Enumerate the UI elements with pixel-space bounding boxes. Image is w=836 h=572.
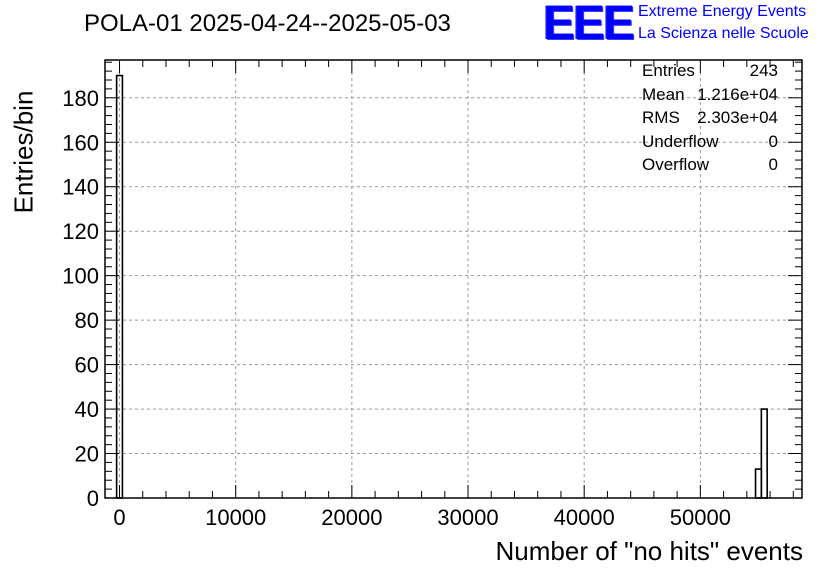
stats-row-entries: Entries 243 <box>642 59 778 83</box>
y-tick-label: 80 <box>75 308 99 333</box>
axis-ticks <box>105 60 802 499</box>
stats-row-rms: RMS 2.303e+04 <box>642 106 778 130</box>
stats-row-mean: Mean 1.216e+04 <box>642 83 778 107</box>
y-tick-label: 60 <box>75 353 99 378</box>
stats-value: 243 <box>749 61 778 80</box>
stats-value: 2.303e+04 <box>697 108 778 127</box>
y-tick-label: 120 <box>62 219 99 244</box>
y-tick-label: 0 <box>87 486 99 511</box>
y-tick-label: 160 <box>62 130 99 155</box>
stats-row-underflow: Underflow 0 <box>642 130 778 154</box>
chart-title: POLA-01 2025-04-24--2025-05-03 <box>84 10 451 37</box>
logo-line-2: La Scienza nelle Scuole <box>638 25 809 42</box>
y-axis-label: Entries/bin <box>8 90 39 214</box>
x-tick-label: 30000 <box>437 505 498 530</box>
stats-key: Overflow <box>642 155 710 174</box>
eee-logo: EEE <box>543 0 635 50</box>
stats-value: 0 <box>768 155 778 174</box>
x-tick-label: 0 <box>113 505 125 530</box>
y-tick-label: 180 <box>62 86 99 111</box>
stats-key: Entries <box>642 61 695 80</box>
logo-line-1: Extreme Energy Events <box>638 3 807 20</box>
stats-key: Underflow <box>642 131 719 151</box>
stats-key: Mean <box>642 84 685 104</box>
y-tick-label: 100 <box>62 264 99 289</box>
y-tick-label: 40 <box>75 397 99 422</box>
x-tick-label: 40000 <box>554 505 615 530</box>
stats-value: 0 <box>768 131 778 151</box>
stats-box: Entries 243 Mean 1.216e+04 RMS 2.303e+04… <box>642 59 778 177</box>
plot-frame <box>104 59 803 499</box>
grid-lines <box>105 60 802 498</box>
tick-labels: 0 20 40 60 80 100 120 140 160 180 0 10000 20000 30000… <box>62 86 731 530</box>
y-tick-label: 20 <box>75 442 99 467</box>
x-tick-label: 20000 <box>321 505 382 530</box>
x-axis-label: Number of "no hits" events <box>495 536 804 566</box>
x-tick-label: 10000 <box>205 505 266 530</box>
stats-row-overflow: Overflow 0 <box>642 153 778 177</box>
stats-key: RMS <box>642 108 680 127</box>
stats-value: 1.216e+04 <box>697 84 778 104</box>
histogram-bar <box>754 468 763 499</box>
y-tick-label: 140 <box>62 175 99 200</box>
x-tick-label: 50000 <box>670 505 731 530</box>
y-axis-label-box: Entries/bin <box>4 91 44 214</box>
